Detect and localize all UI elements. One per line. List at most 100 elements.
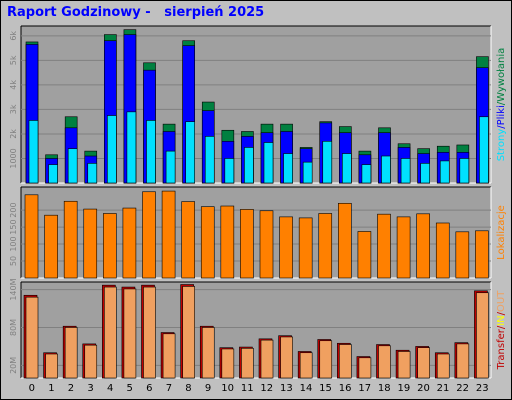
pages-bar [48,164,58,184]
sites-bar [220,205,235,279]
hour-label: 21 [437,383,450,394]
sites-bar [338,202,352,279]
out-bar [280,336,293,379]
out-bar [476,292,489,379]
sites-bar [181,201,195,279]
kbytes-legend-item: / [496,325,507,329]
sites-bar [200,206,215,279]
sites-bar [142,191,156,279]
hour-label: 8 [185,383,191,394]
sites-bar [318,213,333,279]
kbytes-ytick-label: 20M [9,357,18,374]
sites-bar [416,213,430,279]
pages-bar [126,111,137,184]
hour-label: 19 [398,383,411,394]
sites-bar [63,200,78,279]
pages-bar [479,116,489,184]
sites-bar [298,217,313,279]
pages-bar [420,163,430,184]
hits-ytick-label: 4k [9,80,18,90]
sites-legend-item: Lokalizacje [496,205,507,260]
hits-ytick-label: 5k [9,55,18,65]
kbytes-legend-item: IN [496,315,507,325]
sites-panel [21,187,491,278]
pages-bar [322,140,333,184]
sites-bar [475,230,489,279]
out-bar [299,352,313,379]
out-bar [319,340,333,379]
hits-ytick-label: 1000 [9,148,18,168]
pages-bar [381,155,391,184]
pages-bar [107,115,117,184]
sites-ytick-label: 50 [9,256,18,266]
out-bar [339,344,352,379]
out-bar [260,339,274,379]
hits-legend-item: / [496,125,507,129]
pages-bar [400,158,411,184]
hour-label: 13 [280,383,293,394]
hour-label: 6 [146,383,152,394]
hits-ytick-label: 2k [9,129,18,139]
pages-bar [67,148,78,184]
hour-label: 14 [300,383,313,394]
sites-legend: Lokalizacje [496,205,507,260]
out-bar [25,296,39,379]
sites-bar [44,214,58,279]
hour-label: 20 [417,383,430,394]
out-bar [64,327,78,379]
hits-ytick-label: 6k [9,31,18,41]
out-bar [182,286,195,379]
sites-bar [24,194,39,279]
sites-bar [122,207,137,279]
out-bar [84,344,98,379]
out-bar [241,348,254,379]
sites-bar [377,213,391,279]
hour-label: 12 [260,383,273,394]
sites-bar [161,190,176,279]
hour-label: 18 [378,383,391,394]
hour-label: 16 [339,383,352,394]
out-bar [201,327,215,379]
sites-bar [435,222,450,279]
sites-bar [455,231,470,279]
hour-label: 4 [107,383,113,394]
pages-bar [439,160,450,184]
hits-legend-item: / [496,101,507,105]
kbytes-legend: Transfer/IN/OUT [496,290,507,371]
hits-ytick-label: 3k [9,104,18,114]
hour-label: 23 [476,383,489,394]
sites-bar [259,210,274,279]
pages-bar [185,121,195,184]
sites-ytick-label: 200 [9,202,18,217]
pages-bar [459,158,470,184]
kbytes-legend-item: / [496,311,507,315]
out-bar [417,347,430,379]
sites-bar [83,208,98,279]
pages-bar [165,150,176,184]
hour-label: 15 [319,383,332,394]
kbytes-ytick-label: 80M [9,319,18,336]
hits-legend-item: Wywołania [496,48,507,102]
out-bar [456,343,470,379]
hits-legend-item: Pliki [496,105,507,125]
hour-label: 5 [127,383,133,394]
hour-label: 1 [48,383,54,394]
pages-bar [28,120,39,184]
pages-bar [342,153,352,184]
hour-label: 7 [166,383,172,394]
pages-bar [361,164,372,184]
hits-legend-item: Strony [496,129,507,162]
hour-label: 10 [221,383,234,394]
kbytes-panel [21,282,491,378]
sites-ytick-label: 100 [9,236,18,251]
hour-label: 2 [68,383,74,394]
sites-bar [396,216,411,279]
hour-label: 0 [29,383,35,394]
pages-bar [283,153,293,184]
pages-bar [87,163,98,184]
hour-label: 22 [456,383,469,394]
out-bar [143,286,156,379]
kbytes-legend-item: Transfer [496,328,507,370]
